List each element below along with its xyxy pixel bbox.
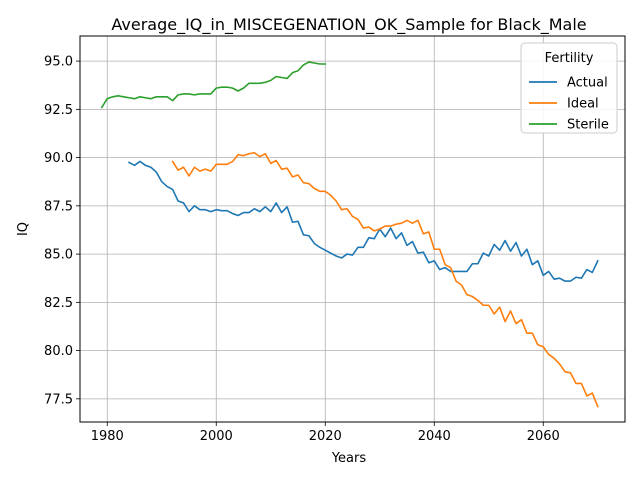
plot-frame: [79, 35, 626, 423]
legend-items: Actual Ideal Sterile: [529, 76, 609, 133]
x-tick-label: 1980: [91, 429, 124, 444]
series-line-ideal: [171, 151, 599, 408]
legend-label-ideal: Ideal: [567, 97, 599, 112]
y-axis-label: IQ: [16, 222, 31, 236]
y-tick-label: 90.0: [44, 151, 73, 166]
legend-title: Fertility: [545, 51, 594, 66]
series-line-actual: [127, 160, 599, 282]
chart-title: Average_IQ_in_MISCEGENATION_OK_Sample fo…: [111, 15, 586, 35]
x-tick-label: 2020: [309, 429, 342, 444]
y-tick-label: 82.5: [44, 296, 73, 311]
y-axis: 77.5 80.0 82.5 85.0 87.5 90.0 92.5 95.0: [44, 55, 80, 407]
x-tick-label: 2040: [418, 429, 451, 444]
y-tick-label: 95.0: [44, 55, 73, 70]
legend-label-actual: Actual: [567, 76, 608, 91]
x-axis: 1980 2000 2020 2040 2060: [91, 422, 560, 444]
series-line-sterile: [100, 61, 327, 109]
series-layer: [100, 61, 599, 408]
x-axis-label: Years: [331, 451, 367, 466]
legend-label-sterile: Sterile: [567, 118, 609, 133]
y-tick-label: 85.0: [44, 248, 73, 263]
legend-box: [520, 42, 618, 134]
x-tick-label: 2060: [527, 429, 560, 444]
y-tick-label: 80.0: [44, 344, 73, 359]
x-tick-label: 2000: [200, 429, 233, 444]
y-tick-label: 92.5: [44, 103, 73, 118]
grid: [80, 36, 625, 422]
legend: Fertility Actual Ideal Sterile: [520, 42, 618, 134]
y-tick-label: 77.5: [44, 392, 73, 407]
y-tick-label: 87.5: [44, 199, 73, 214]
